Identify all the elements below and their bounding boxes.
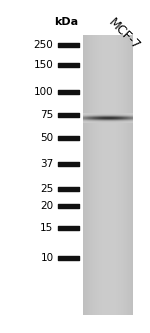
Text: 37: 37	[40, 159, 54, 169]
Text: kDa: kDa	[54, 17, 79, 27]
Text: MCF-7: MCF-7	[105, 16, 142, 53]
Text: 15: 15	[40, 223, 54, 233]
Text: 20: 20	[40, 201, 54, 211]
Text: 50: 50	[40, 133, 54, 143]
Text: 250: 250	[34, 40, 54, 50]
Text: 10: 10	[40, 253, 54, 263]
Text: 150: 150	[34, 60, 54, 70]
Text: 25: 25	[40, 184, 54, 194]
Text: 75: 75	[40, 110, 54, 120]
Text: 100: 100	[34, 87, 54, 97]
